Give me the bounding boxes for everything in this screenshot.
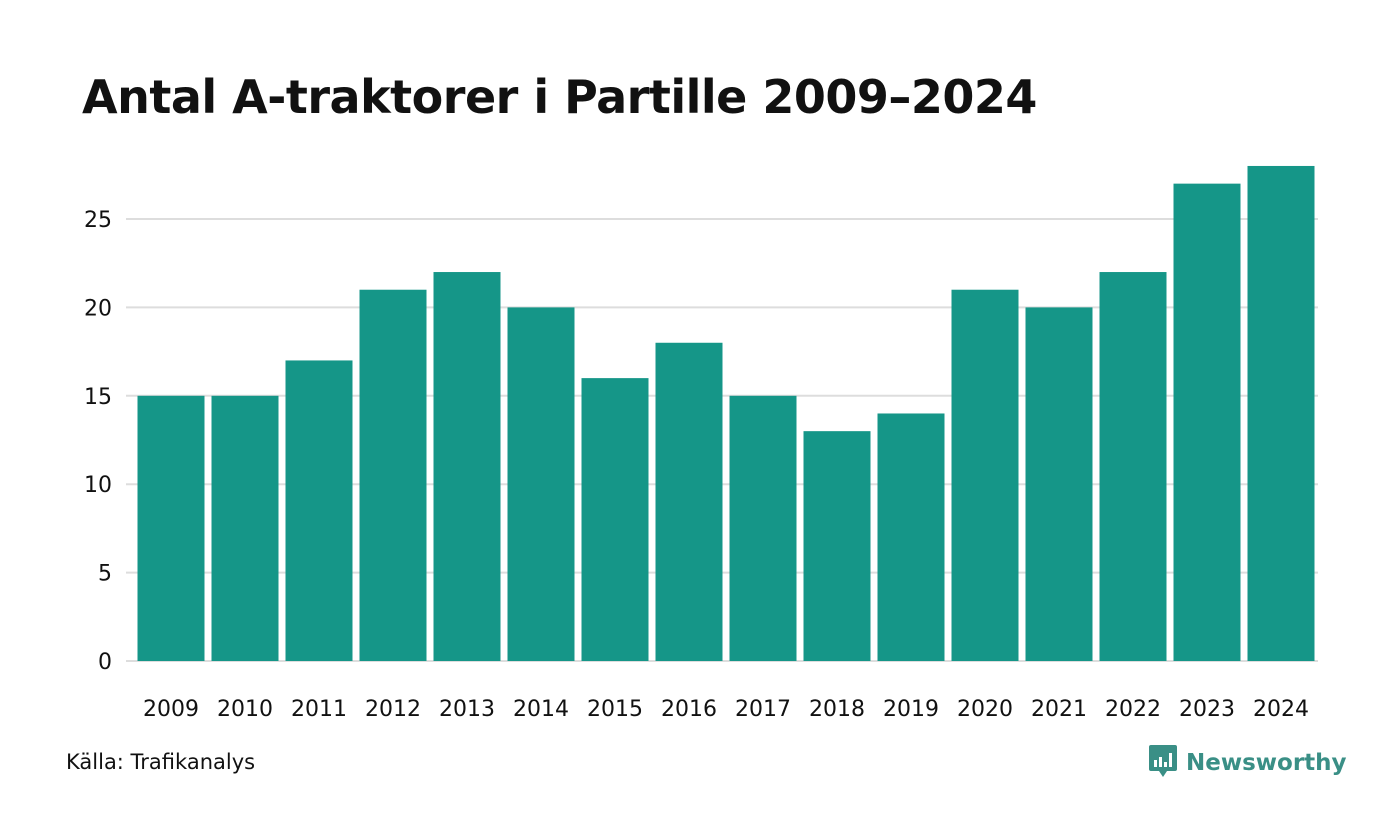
x-tick-label: 2019 [883, 697, 939, 722]
x-tick-label: 2022 [1105, 697, 1161, 722]
bar-2015 [581, 378, 649, 661]
y-tick-label: 15 [84, 385, 112, 410]
bar-2021 [1025, 307, 1093, 661]
x-tick-label: 2021 [1031, 697, 1087, 722]
x-tick-label: 2010 [217, 697, 273, 722]
y-tick-label: 20 [84, 296, 112, 321]
x-tick-label: 2024 [1253, 697, 1309, 722]
bar-2023 [1173, 183, 1241, 661]
bar-2011 [285, 360, 353, 661]
bar-2018 [803, 431, 871, 661]
y-tick-label: 10 [84, 473, 112, 498]
y-tick-label: 0 [98, 650, 112, 675]
bar-2019 [877, 413, 945, 661]
bar-2024 [1247, 165, 1315, 661]
bar-2013 [433, 272, 501, 661]
x-tick-label: 2014 [513, 697, 569, 722]
x-tick-label: 2023 [1179, 697, 1235, 722]
brand-name: Newsworthy [1186, 750, 1347, 776]
x-axis: 2009 2010 2011 2012 2013 2014 2015 2016 2017 2018… [143, 697, 1309, 722]
x-tick-label: 2009 [143, 697, 199, 722]
y-tick-label: 25 [84, 208, 112, 233]
x-tick-label: 2012 [365, 697, 421, 722]
brand-logo[interactable]: Newsworthy [1148, 743, 1347, 783]
source-label: Källa: Trafikanalys [66, 750, 256, 774]
bars [137, 165, 1315, 661]
bar-2022 [1099, 272, 1167, 661]
x-tick-label: 2015 [587, 697, 643, 722]
x-tick-label: 2013 [439, 697, 495, 722]
bar-2010 [211, 395, 279, 661]
x-tick-label: 2016 [661, 697, 717, 722]
x-tick-label: 2020 [957, 697, 1013, 722]
bar-2017 [729, 395, 797, 661]
x-tick-label: 2017 [735, 697, 791, 722]
newsworthy-logo-icon [1148, 743, 1178, 783]
bar-2012 [359, 289, 427, 661]
bar-2009 [137, 395, 205, 661]
bar-2014 [507, 307, 575, 661]
y-axis: 0 5 10 15 20 25 [84, 208, 112, 675]
bar-2016 [655, 342, 723, 661]
bar-2020 [951, 289, 1019, 661]
y-tick-label: 5 [98, 562, 112, 587]
x-tick-label: 2018 [809, 697, 865, 722]
chart-title: Antal A-traktorer i Partille 2009–2024 [82, 70, 1037, 124]
x-tick-label: 2011 [291, 697, 347, 722]
